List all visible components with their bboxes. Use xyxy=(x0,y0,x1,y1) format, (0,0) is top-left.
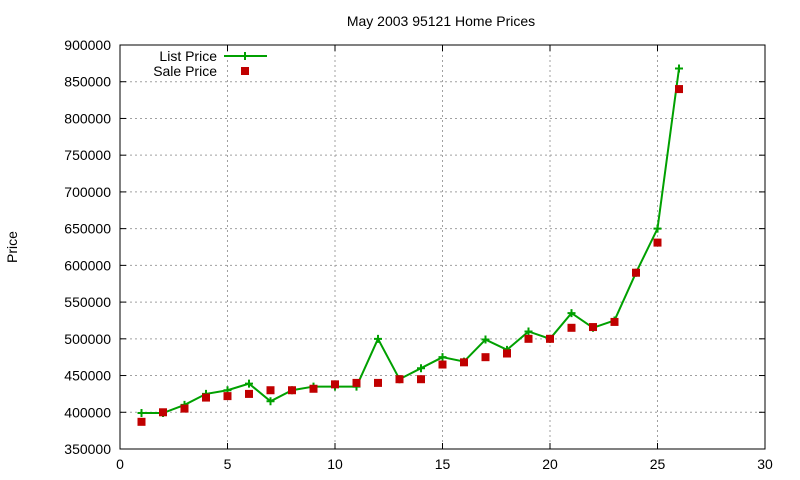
y-tick-label: 650000 xyxy=(64,221,111,237)
list-price-point xyxy=(417,364,425,373)
legend-label-sale-price: Sale Price xyxy=(153,63,217,79)
x-tick-label: 10 xyxy=(327,456,343,472)
list-price-point xyxy=(266,397,275,406)
sale-price-point xyxy=(159,408,167,417)
y-tick-label: 700000 xyxy=(64,184,111,200)
sale-price-point xyxy=(546,334,554,343)
sale-price-point xyxy=(503,349,511,358)
series-sale-price xyxy=(137,85,683,426)
sale-price-point xyxy=(481,353,490,362)
sale-price-point xyxy=(395,375,404,384)
list-price-point xyxy=(567,309,576,318)
sale-price-point xyxy=(223,392,232,401)
x-tick-label: 30 xyxy=(757,456,773,472)
sale-price-point xyxy=(675,85,683,94)
sale-price-point xyxy=(331,380,339,389)
x-tick-label: 20 xyxy=(542,456,558,472)
sale-price-point xyxy=(180,404,189,413)
y-tick-label: 400000 xyxy=(64,404,111,420)
sale-price-point xyxy=(653,238,662,247)
plot-frame xyxy=(119,44,766,450)
sale-price-point xyxy=(352,378,361,387)
x-tick-label: 25 xyxy=(650,456,666,472)
list-price-point xyxy=(245,379,253,388)
sale-price-point xyxy=(266,386,275,395)
y-tick-label: 600000 xyxy=(64,257,111,273)
x-tick-labels: 0 5 10 15 20 25 30 xyxy=(116,456,773,472)
sale-price-point xyxy=(460,358,468,367)
y-tick-label: 850000 xyxy=(64,74,111,90)
list-price-point xyxy=(481,335,490,344)
sale-price-point xyxy=(610,317,619,326)
y-tick-label: 900000 xyxy=(64,37,111,53)
x-tick-label: 0 xyxy=(116,456,124,472)
y-tick-label: 550000 xyxy=(64,294,111,310)
sale-price-point xyxy=(567,323,576,332)
sale-price-point xyxy=(438,360,447,369)
y-tick-label: 800000 xyxy=(64,110,111,126)
list-price-line xyxy=(141,68,680,415)
y-axis-label: Price xyxy=(4,231,20,263)
sale-price-point xyxy=(202,393,210,402)
legend-label-list-price: List Price xyxy=(159,48,217,64)
y-tick-label: 500000 xyxy=(64,331,111,347)
y-tick-labels: 350000 400000 450000 500000 550000 600000 6500… xyxy=(64,37,111,457)
y-tick-label: 350000 xyxy=(64,441,111,457)
sale-price-point xyxy=(309,384,318,393)
sale-price-point xyxy=(589,323,597,332)
y-tick-label: 750000 xyxy=(64,147,111,163)
grid xyxy=(120,45,765,449)
chart-title: May 2003 95121 Home Prices xyxy=(347,13,535,29)
sale-price-point xyxy=(632,268,640,277)
x-tick-label: 5 xyxy=(224,456,232,472)
list-price-point xyxy=(653,224,662,233)
list-price-point xyxy=(438,353,447,362)
sale-price-point xyxy=(137,417,146,426)
sale-price-point xyxy=(374,378,382,387)
list-price-point xyxy=(675,64,683,73)
list-price-point xyxy=(137,409,146,418)
x-tick-label: 15 xyxy=(435,456,451,472)
sale-price-point xyxy=(245,389,253,398)
list-price-point xyxy=(524,327,533,336)
legend-marker-list-price xyxy=(241,52,249,60)
sale-price-point xyxy=(524,334,533,343)
legend-marker-sale-price xyxy=(241,67,249,75)
series-list-price xyxy=(137,64,683,418)
list-price-point xyxy=(374,334,382,343)
series-layer xyxy=(137,64,683,426)
sale-price-point xyxy=(288,386,296,395)
sale-price-point xyxy=(417,375,425,384)
y-tick-label: 450000 xyxy=(64,368,111,384)
